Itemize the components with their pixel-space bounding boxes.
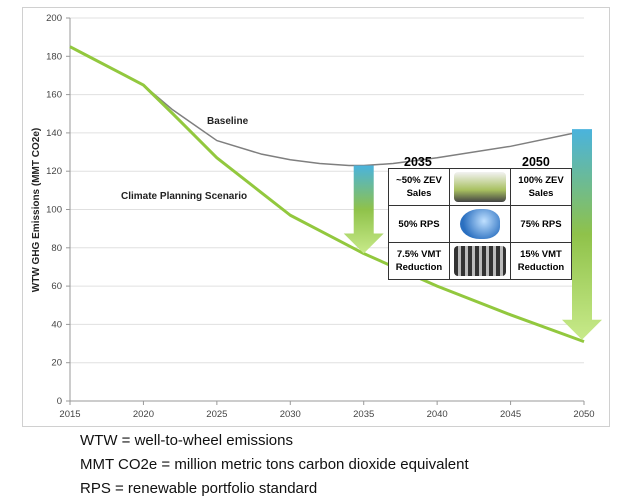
baseline-label: Baseline (207, 116, 249, 127)
cell-2050: 75% RPS (510, 205, 572, 243)
cell-2035: 50% RPS (388, 205, 450, 243)
x-tick-label: 2045 (500, 409, 521, 420)
y-tick-label: 20 (51, 358, 62, 369)
y-tick-label: 140 (46, 128, 62, 139)
y-tick-label: 100 (46, 205, 62, 216)
note-wtw: WTW = well-to-wheel emissions (80, 432, 293, 449)
x-tick-label: 2025 (206, 409, 227, 420)
y-tick-label: 0 (57, 396, 62, 407)
x-tick-label: 2040 (427, 409, 448, 420)
baseline-line (69, 46, 585, 167)
y-tick-label: 40 (51, 319, 62, 330)
y-axis-label: WTW GHG Emissions (MMT CO2e) (31, 128, 42, 292)
traffic-jam-image (449, 242, 511, 280)
x-tick-label: 2035 (353, 409, 374, 420)
table-row: 7.5% VMT Reduction 15% VMT Reduction (388, 242, 572, 280)
x-tick-label: 2020 (133, 409, 154, 420)
x-tick-label: 2030 (280, 409, 301, 420)
reduction-arrow-2035 (343, 165, 384, 254)
y-tick-label: 180 (46, 51, 62, 62)
cell-2035: ~50% ZEV Sales (388, 168, 450, 206)
chart-frame (22, 7, 610, 427)
table-header-2050: 2050 (522, 155, 550, 169)
y-tick-label: 80 (51, 243, 62, 254)
table-header-2035: 2035 (404, 155, 432, 169)
y-tick-label: 60 (51, 281, 62, 292)
policy-table: ~50% ZEV Sales 100% ZEV Sales 50% RPS 75… (388, 168, 572, 280)
light-bulb-image (449, 205, 511, 243)
x-tick-label: 2050 (573, 409, 594, 420)
cell-2050: 100% ZEV Sales (510, 168, 572, 206)
x-tick-label: 2015 (59, 409, 80, 420)
table-row: 50% RPS 75% RPS (388, 205, 572, 243)
climate-scenario-label: Climate Planning Scenario (121, 191, 247, 202)
y-tick-label: 200 (46, 13, 62, 24)
y-tick-label: 160 (46, 90, 62, 101)
note-rps: RPS = renewable portfolio standard (80, 480, 318, 497)
y-tick-label: 120 (46, 166, 62, 177)
reduction-arrow-2050 (562, 129, 602, 340)
cell-2035: 7.5% VMT Reduction (388, 242, 450, 280)
electric-car-charging-image (449, 168, 511, 206)
cell-2050: 15% VMT Reduction (510, 242, 572, 280)
climate-scenario-line (69, 45, 585, 344)
note-mmt: MMT CO2e = million metric tons carbon di… (80, 456, 469, 473)
table-row: ~50% ZEV Sales 100% ZEV Sales (388, 168, 572, 206)
